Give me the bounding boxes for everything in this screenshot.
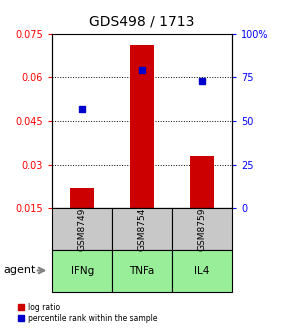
FancyBboxPatch shape [112, 250, 172, 292]
Bar [130, 45, 154, 208]
Bar [190, 156, 214, 208]
Text: IL4: IL4 [194, 266, 210, 276]
Text: GSM8754: GSM8754 [137, 208, 147, 251]
FancyBboxPatch shape [52, 208, 112, 250]
Text: GSM8759: GSM8759 [197, 208, 206, 251]
Text: IFNg: IFNg [70, 266, 94, 276]
Legend: log ratio, percentile rank within the sample: log ratio, percentile rank within the sa… [18, 303, 158, 323]
Text: GDS498 / 1713: GDS498 / 1713 [89, 14, 195, 29]
FancyBboxPatch shape [112, 208, 172, 250]
FancyBboxPatch shape [172, 208, 232, 250]
Text: agent: agent [3, 265, 35, 276]
Bar [70, 188, 94, 208]
FancyBboxPatch shape [52, 250, 112, 292]
Text: TNFa: TNFa [129, 266, 155, 276]
Text: GSM8749: GSM8749 [78, 208, 87, 251]
FancyBboxPatch shape [172, 250, 232, 292]
